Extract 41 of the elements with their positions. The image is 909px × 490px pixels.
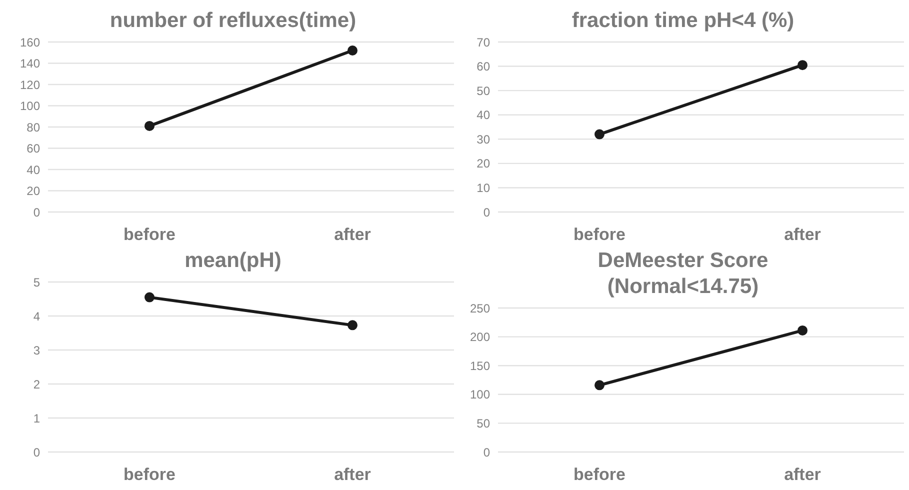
y-tick-label: 150 [470,358,490,373]
x-tick-label: before [124,465,176,484]
y-tick-label: 100 [20,99,40,114]
y-tick-label: 3 [33,343,40,358]
y-tick-label: 70 [476,35,490,50]
chart-title: fraction time pH<4 (%) [572,8,794,34]
y-tick-label: 160 [20,35,40,50]
x-tick-label: after [784,225,822,244]
y-tick-label: 100 [470,388,490,402]
chart-title: number of refluxes(time) [110,8,356,34]
chart-title: DeMeester Score (Normal<14.75) [596,248,770,300]
y-tick-label: 0 [33,445,40,460]
chart-title: mean(pH) [184,248,282,274]
y-tick-label: 120 [20,78,40,92]
y-tick-label: 20 [476,156,490,171]
y-tick-label: 5 [33,275,40,290]
y-tick-label: 60 [26,142,40,156]
y-tick-label: 0 [483,205,490,220]
x-tick-label: before [574,225,626,244]
y-tick-label: 10 [476,180,490,195]
y-tick-label: 40 [476,108,490,122]
y-tick-label: 1 [33,411,40,426]
y-tick-label: 200 [470,330,490,344]
y-tick-label: 250 [470,301,490,316]
y-tick-label: 0 [483,445,490,460]
y-tick-label: 50 [476,416,490,430]
y-tick-label: 20 [26,184,40,198]
y-tick-label: 60 [476,60,490,74]
y-tick-label: 2 [33,377,40,392]
y-tick-label: 50 [476,84,490,98]
y-tick-label: 0 [33,205,40,220]
x-tick-label: after [334,465,372,484]
y-tick-label: 80 [26,120,40,134]
y-tick-label: 140 [20,56,40,71]
y-tick-label: 40 [26,162,40,177]
y-tick-label: 4 [33,309,40,324]
x-tick-label: before [574,465,626,484]
x-tick-label: after [784,465,822,484]
x-tick-label: before [124,225,176,244]
x-tick-label: after [334,225,372,244]
y-tick-label: 30 [476,132,490,146]
